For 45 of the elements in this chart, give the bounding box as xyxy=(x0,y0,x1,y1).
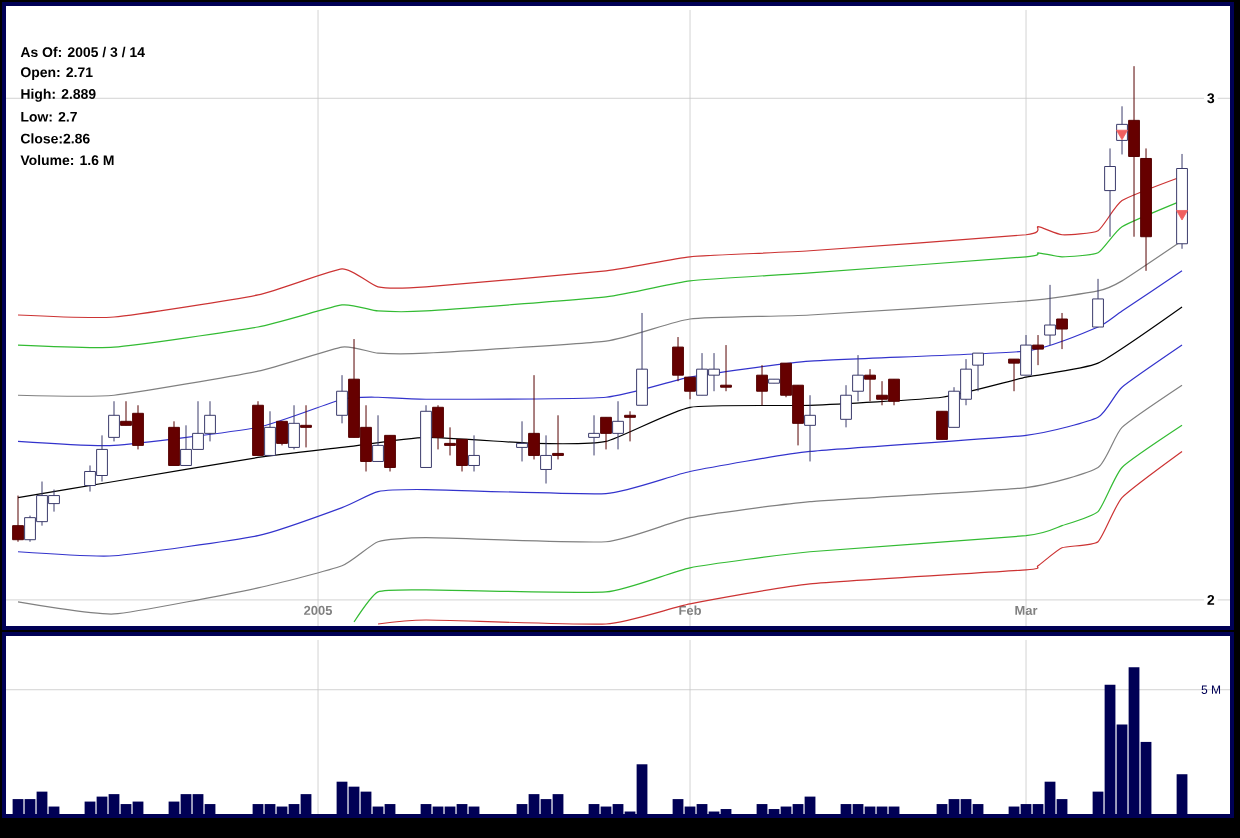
candlestick xyxy=(1020,334,1032,376)
candlestick xyxy=(432,404,444,450)
candlestick xyxy=(636,312,648,406)
candlestick xyxy=(1128,65,1140,238)
candlestick xyxy=(1032,334,1044,366)
candlestick xyxy=(384,434,396,472)
candlestick xyxy=(528,374,540,460)
candlestick xyxy=(540,434,552,485)
candlestick xyxy=(108,400,120,442)
line-series xyxy=(17,270,1183,447)
candlestick xyxy=(1056,312,1068,350)
candlestick xyxy=(168,420,180,466)
line-series xyxy=(377,450,1183,625)
candlestick xyxy=(840,384,852,428)
candlestick xyxy=(720,344,732,392)
candlestick xyxy=(624,410,636,442)
line-series xyxy=(17,306,1183,499)
candlestick xyxy=(372,414,384,462)
candlestick xyxy=(672,336,684,382)
candlestick xyxy=(612,400,624,450)
candlestick xyxy=(600,416,612,450)
candlestick xyxy=(1092,278,1104,328)
candlestick xyxy=(516,420,528,462)
line-series xyxy=(17,344,1183,557)
candlestick xyxy=(12,495,24,543)
candlestick xyxy=(972,352,984,392)
candlestick xyxy=(588,414,600,456)
candlestick xyxy=(1044,284,1056,346)
candlestick xyxy=(804,394,816,462)
candlestick xyxy=(1008,358,1020,392)
line-series xyxy=(17,384,1183,615)
candlestick xyxy=(336,374,348,424)
candlestick xyxy=(936,410,948,440)
candlestick xyxy=(468,434,480,472)
line-series xyxy=(353,424,1183,623)
candlestick xyxy=(852,354,864,402)
candlestick xyxy=(264,410,276,456)
candlestick xyxy=(552,414,564,460)
candlestick xyxy=(756,364,768,406)
candlestick xyxy=(1104,147,1116,238)
candlestick xyxy=(276,420,288,446)
candlestick xyxy=(300,404,312,448)
candlestick xyxy=(288,404,300,450)
candlestick xyxy=(684,376,696,400)
candlestick xyxy=(864,368,876,402)
